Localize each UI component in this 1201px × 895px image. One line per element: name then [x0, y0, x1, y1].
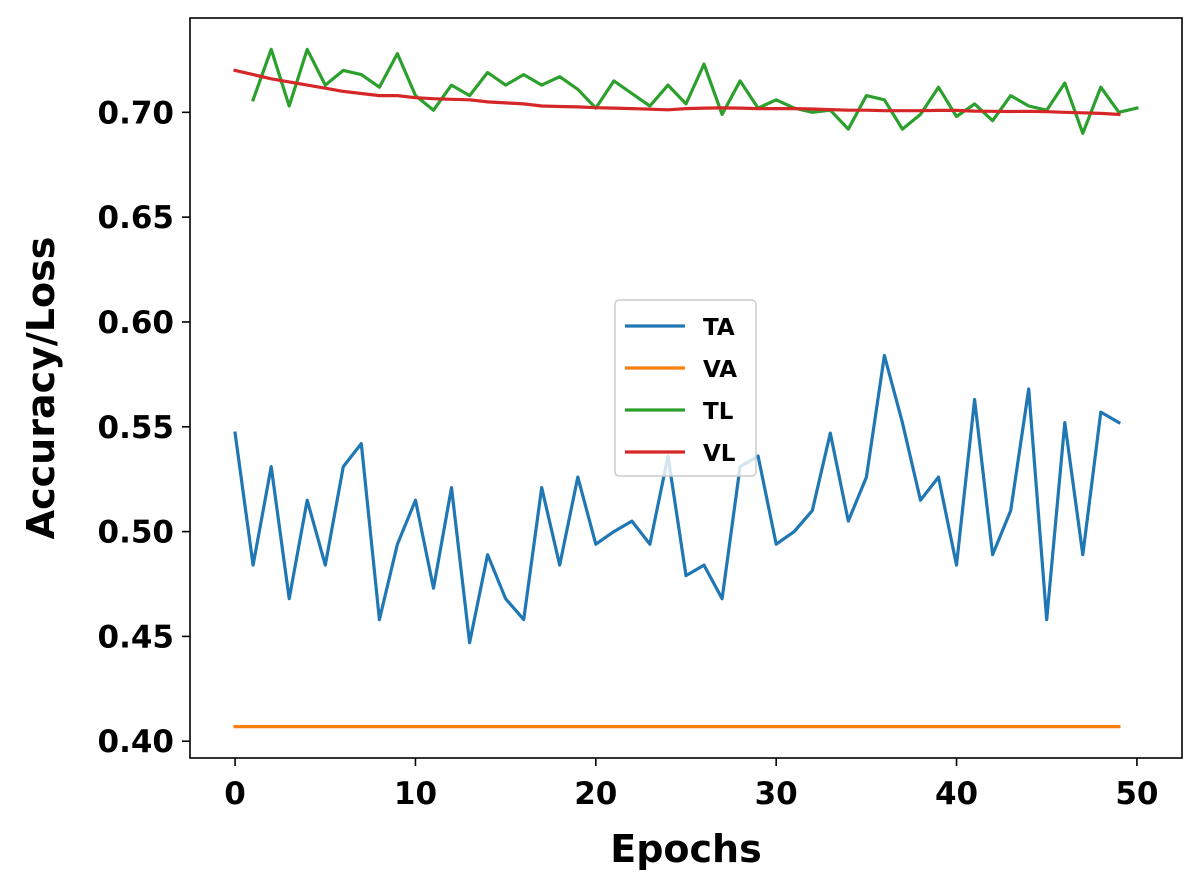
legend-label-va: VA: [703, 357, 737, 383]
x-tick-label: 20: [574, 776, 617, 812]
y-tick-label: 0.70: [98, 95, 175, 131]
legend-label-tl: TL: [703, 399, 734, 425]
y-tick-label: 0.40: [98, 724, 175, 760]
series-line-tl: [251, 47, 1139, 135]
x-tick-label: 10: [394, 776, 437, 812]
y-tick-label: 0.45: [98, 619, 175, 655]
y-axis-title: Accuracy/Loss: [19, 237, 63, 540]
legend-box: [614, 299, 757, 477]
legend-label-vl: VL: [703, 441, 736, 467]
x-tick-label: 30: [755, 776, 798, 812]
y-tick-label: 0.50: [98, 515, 175, 551]
x-tick-label: 50: [1115, 776, 1158, 812]
y-tick-label: 0.60: [98, 305, 175, 341]
axes: 0 10 20 30 40 50 0.40 0.45 0.50 0.55 0.60 0.65 0.70: [98, 17, 1183, 812]
x-axis-title: Epochs: [610, 827, 761, 871]
x-tick-label: 0: [224, 776, 246, 812]
legend: TA VA TL VL: [614, 299, 757, 477]
x-tick-label: 40: [935, 776, 978, 812]
legend-label-ta: TA: [703, 315, 735, 341]
y-tick-label: 0.55: [98, 410, 175, 446]
y-tick-label: 0.65: [98, 200, 175, 236]
plot-frame: [189, 17, 1183, 759]
series-lines: [233, 47, 1139, 729]
series-line-ta: [233, 353, 1122, 645]
series-line-vl: [233, 68, 1121, 117]
